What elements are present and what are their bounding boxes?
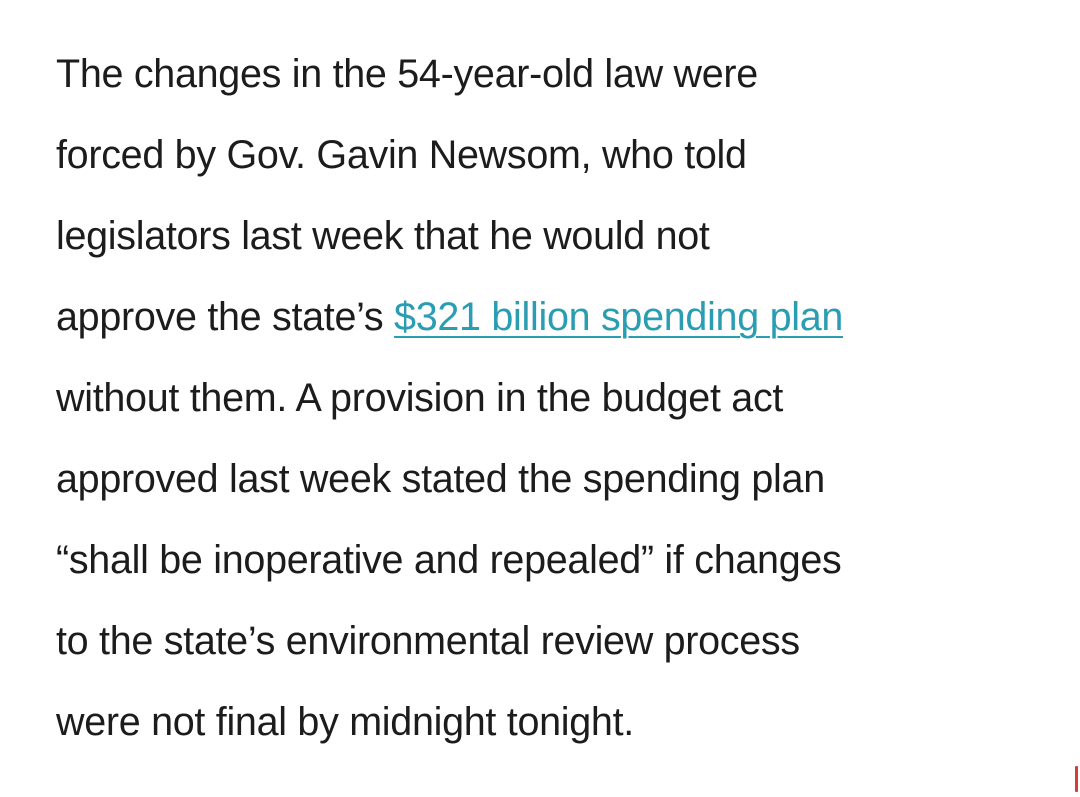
paragraph-line-2: forced by Gov. Gavin Newsom, who told bbox=[56, 133, 747, 177]
article-paragraph: The changes in the 54-year-old law were … bbox=[56, 34, 1056, 763]
spending-plan-link[interactable]: $321 billion spending plan bbox=[394, 295, 844, 339]
paragraph-line-1: The changes in the 54-year-old law were bbox=[56, 52, 758, 96]
paragraph-line-7: “shall be inoperative and repealed” if c… bbox=[56, 538, 842, 582]
paragraph-line-4-text: approve the state’s bbox=[56, 295, 395, 339]
paragraph-line-6: approved last week stated the spending p… bbox=[56, 457, 825, 501]
paragraph-line-8: to the state’s environmental review proc… bbox=[56, 619, 800, 663]
article-body: The changes in the 54-year-old law were … bbox=[56, 34, 1056, 763]
edge-scroll-indicator bbox=[1075, 766, 1078, 792]
paragraph-line-3: legislators last week that he would not bbox=[56, 214, 710, 258]
paragraph-line-5: without them. A provision in the budget … bbox=[56, 376, 784, 420]
paragraph-line-9: were not final by midnight tonight. bbox=[56, 700, 634, 744]
paragraph-line-4: approve the state’s $321 billion spendin… bbox=[56, 277, 1056, 358]
